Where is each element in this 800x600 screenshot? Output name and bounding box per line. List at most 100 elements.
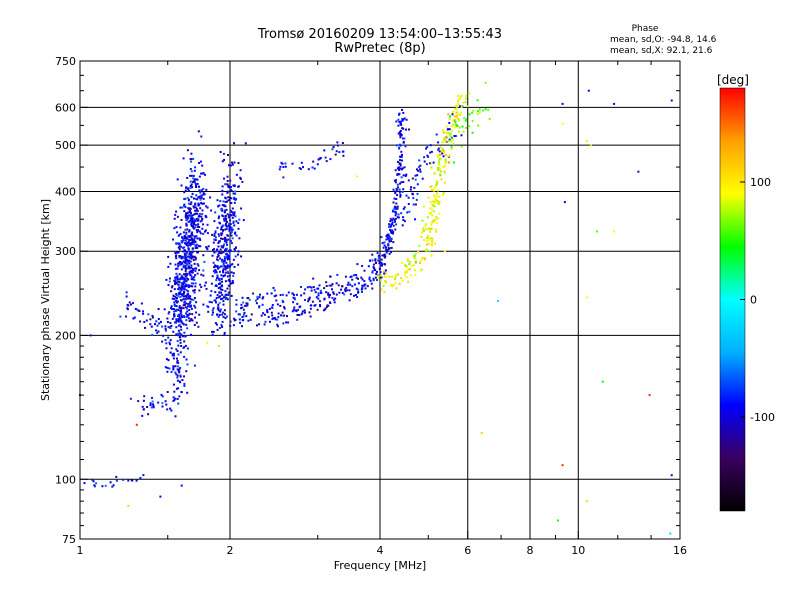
data-point (186, 241, 189, 244)
data-point (388, 275, 391, 278)
data-point (190, 212, 192, 215)
data-point (233, 248, 236, 251)
data-point (180, 277, 183, 280)
data-point (320, 292, 323, 294)
data-point (221, 238, 224, 240)
data-point (149, 402, 152, 405)
data-point (155, 329, 158, 332)
data-point (267, 315, 270, 318)
data-point (164, 327, 167, 330)
data-point (395, 273, 398, 276)
data-point (419, 269, 422, 272)
x-axis-label: Frequency [MHz] (334, 559, 426, 572)
data-point (194, 203, 196, 206)
data-point (185, 315, 188, 318)
data-point (331, 296, 334, 299)
data-point (392, 201, 395, 204)
data-point (185, 212, 188, 215)
data-point (454, 126, 457, 129)
data-point (438, 195, 441, 198)
data-point (218, 240, 221, 243)
chart-subtitle: RwPretec (8p) (334, 41, 425, 56)
data-point (176, 368, 179, 371)
data-point (187, 247, 190, 250)
data-point (140, 302, 143, 305)
data-point (181, 322, 184, 325)
data-point (179, 312, 182, 315)
data-point (178, 336, 181, 339)
data-point (439, 158, 442, 161)
data-point (187, 250, 190, 253)
data-point (374, 258, 377, 261)
data-point (194, 269, 197, 272)
data-point (230, 211, 233, 214)
data-point (175, 282, 178, 285)
data-point (427, 234, 429, 237)
data-point (231, 281, 234, 284)
data-point (436, 195, 439, 198)
data-point (361, 265, 364, 267)
data-point (184, 189, 187, 192)
data-point (390, 224, 392, 227)
stats-o-line: mean, sd,O: -94.8, 14.6 (610, 35, 717, 45)
data-point (180, 345, 183, 347)
data-point (193, 364, 196, 367)
data-point (172, 330, 175, 333)
data-point (216, 313, 219, 316)
data-point (187, 290, 190, 293)
data-point (241, 316, 244, 318)
data-point (180, 261, 183, 264)
data-point (185, 302, 188, 305)
data-point (414, 273, 417, 276)
data-point (398, 131, 401, 134)
data-point (224, 280, 227, 283)
data-point (245, 304, 248, 307)
data-point (225, 217, 228, 220)
data-point (227, 238, 230, 241)
data-point (437, 189, 439, 192)
data-point (431, 221, 433, 224)
data-point (439, 153, 442, 156)
data-point (213, 266, 216, 269)
data-point (233, 224, 236, 227)
data-point (184, 228, 187, 231)
data-point (458, 98, 461, 101)
data-point (421, 268, 423, 271)
data-point (283, 306, 286, 309)
data-point (167, 336, 170, 339)
data-point (436, 180, 439, 183)
data-point (171, 354, 174, 357)
data-point (194, 202, 197, 205)
data-point (238, 318, 241, 321)
data-point (127, 504, 130, 507)
data-point (179, 256, 182, 259)
data-point (304, 311, 306, 314)
data-point (332, 146, 335, 148)
data-point (176, 340, 179, 343)
data-point (285, 321, 288, 324)
data-point (266, 311, 269, 314)
data-point (195, 311, 198, 314)
data-point (188, 236, 191, 239)
data-point (177, 344, 180, 347)
data-point (174, 278, 177, 281)
data-point (222, 261, 225, 264)
data-point (186, 196, 189, 199)
data-point (180, 484, 183, 487)
data-point (405, 194, 408, 197)
data-point (211, 309, 214, 312)
data-point (442, 150, 445, 153)
data-point (180, 274, 183, 277)
data-point (217, 233, 220, 236)
data-point (375, 276, 377, 279)
data-point (382, 270, 385, 273)
data-point (431, 237, 434, 240)
data-point (368, 278, 371, 281)
data-point (184, 258, 187, 261)
data-point (214, 236, 217, 239)
data-point (482, 109, 485, 112)
data-point (204, 173, 206, 176)
data-point (221, 260, 223, 263)
data-point (141, 414, 144, 417)
data-point (175, 226, 178, 228)
